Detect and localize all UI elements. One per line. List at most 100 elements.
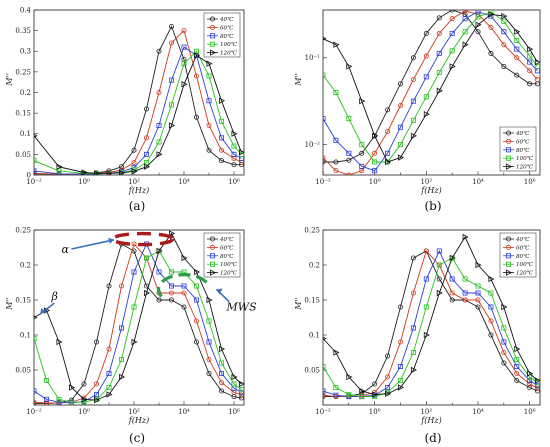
panel-b-xtick-label: 10⁰ xyxy=(369,178,381,186)
panel-b-series-4-point xyxy=(372,132,379,140)
panel-b-series-3-point xyxy=(323,72,326,78)
panel-b-x-axis-label: f(Hz) xyxy=(420,186,441,195)
panel-c-series-4-point xyxy=(218,345,226,353)
panel-d-series-0-point xyxy=(514,377,520,383)
panel-b-y-axis-label: M'' xyxy=(294,73,303,87)
panel-b-series-2-point xyxy=(385,150,391,156)
panel-a-series-2-point xyxy=(56,171,62,175)
panel-d-series-3-point xyxy=(397,377,403,383)
panel-b-series-4-point xyxy=(449,63,456,70)
panel-d-series-3-point xyxy=(346,391,352,397)
panel-a-series-4-point xyxy=(168,122,176,129)
panel-c-series-3-point xyxy=(119,356,125,362)
panel-a: 10⁻² 10⁰ 10² 10⁴ 10⁶ 0 0.05 0.1 0.15 0.2 0.25 0.3 0.… xyxy=(5,6,245,213)
panel-c-legend-entry-3: 100℃ xyxy=(220,261,238,268)
panel-d-series-4-point xyxy=(436,289,443,297)
panel-c-series-3-point xyxy=(168,269,174,275)
panel-a-ytick-label: 0.1 xyxy=(20,130,31,138)
panel-c-ytick-label: 0.15 xyxy=(15,296,31,304)
panel-a-xtick-label: 10⁶ xyxy=(228,178,240,186)
panel-d-series-0-point xyxy=(527,384,533,390)
panel-d-series-2-point xyxy=(397,363,403,369)
panel-d-series-4-point xyxy=(514,345,521,353)
panel-b-series-0-point xyxy=(436,15,442,21)
panel-b-series-0-point xyxy=(423,30,429,36)
panel-b-series-2-point xyxy=(410,98,416,104)
panel-c-series-1-point xyxy=(119,283,125,289)
panel-d-legend-marker-1 xyxy=(505,244,511,250)
panel-d-series-1-point xyxy=(397,339,403,345)
panel-a-ytick-label: 0 xyxy=(27,171,31,179)
panel-a-series-2-point xyxy=(168,77,174,83)
panel-d-series-4-point xyxy=(527,370,534,377)
panel-a-legend-marker-1 xyxy=(209,24,215,30)
panel-b-xtick-label: 10² xyxy=(420,178,432,186)
panel-b-series-2-point xyxy=(462,16,468,22)
panel-a-series-0-point xyxy=(206,147,212,153)
panel-a-series-3-point xyxy=(181,61,187,67)
panel-d-series-0-point xyxy=(372,381,378,387)
panel-b-series-1-point xyxy=(323,155,326,161)
panel-a-series-4-point xyxy=(131,168,138,175)
panel-c-xtick-label: 10⁰ xyxy=(78,408,90,416)
panel-c-series-3-point xyxy=(231,381,237,387)
panel-d-caption: (d) xyxy=(424,431,441,445)
panel-d-series-0-point xyxy=(397,304,403,310)
panel-b-series-4-point xyxy=(475,21,482,28)
panel-b-series-0-point xyxy=(514,72,520,78)
panel-d-series-0-point xyxy=(501,360,507,366)
panel-d-series-0-point xyxy=(449,297,455,303)
panel-d-series-2-point xyxy=(410,325,416,331)
alpha-annotation-label: α xyxy=(62,243,70,256)
panel-c-series-2-point xyxy=(106,370,112,376)
panel-a-series-4-point xyxy=(119,169,126,175)
panel-d-series-1-point xyxy=(534,385,540,391)
panel-b-series-0-point xyxy=(527,81,533,87)
panel-c-series-1-point xyxy=(94,381,100,387)
panel-b-series-3-point xyxy=(359,142,365,148)
panel-b-series-1-point xyxy=(423,53,429,59)
panel-c-series-0-point xyxy=(94,339,100,345)
panel-b-series-4-point xyxy=(423,111,430,118)
panel-b-series-line-4 xyxy=(323,13,538,163)
panel-b-series-4-point xyxy=(385,158,392,166)
panel-a-series-3-point xyxy=(34,158,37,164)
alpha-peak-highlight xyxy=(111,231,175,247)
panel-c-series-4-point xyxy=(206,296,213,304)
panel-c-y-axis-label: M'' xyxy=(5,297,14,311)
panel-b-caption: (b) xyxy=(424,199,441,213)
panel-b-series-2-point xyxy=(436,50,442,56)
panel-d-series-2-point xyxy=(333,392,339,398)
panel-c-series-3-point xyxy=(131,304,137,310)
panel-a-plot-area xyxy=(34,23,244,175)
panel-c-annotations: α β MWS xyxy=(39,231,257,315)
panel-a-legend-entry-2: 80℃ xyxy=(220,33,234,40)
panel-c-series-1-point xyxy=(206,356,212,362)
panel-d-series-4-point xyxy=(449,254,456,262)
panel-d-legend-entry-3: 100℃ xyxy=(516,261,534,268)
panel-a-ytick-label: 0.05 xyxy=(15,151,31,159)
panel-d-legend-entry-0: 40℃ xyxy=(515,236,530,243)
panel-a-series-4-point xyxy=(206,60,213,67)
panel-c-caption: (c) xyxy=(129,431,145,445)
panel-b-series-2-point xyxy=(359,163,365,169)
panel-b-series-4-point xyxy=(333,41,340,48)
panel-c-series-1-point xyxy=(181,290,187,296)
panel-b-series-0-point xyxy=(488,50,494,56)
panel-d-series-3-point xyxy=(423,304,429,310)
panel-a-series-1-point xyxy=(131,160,137,166)
panel-b-series-4-point xyxy=(527,45,534,53)
panel-a-series-1-point xyxy=(143,135,149,141)
panel-a-series-2-point xyxy=(34,168,37,174)
panel-b-series-line-3 xyxy=(323,11,538,163)
panel-d-series-4-point xyxy=(423,331,430,339)
panel-a-series-0-point xyxy=(119,164,125,170)
panel-a-series-3-point xyxy=(156,139,162,145)
panel-d-series-0-point xyxy=(385,353,391,359)
panel-d-series-2-point xyxy=(385,384,391,390)
panel-d-series-4-point xyxy=(346,373,353,381)
panel-c-series-2-point xyxy=(238,389,244,395)
panel-d-series-2-point xyxy=(462,290,468,296)
panel-c-series-1-point xyxy=(34,399,37,405)
